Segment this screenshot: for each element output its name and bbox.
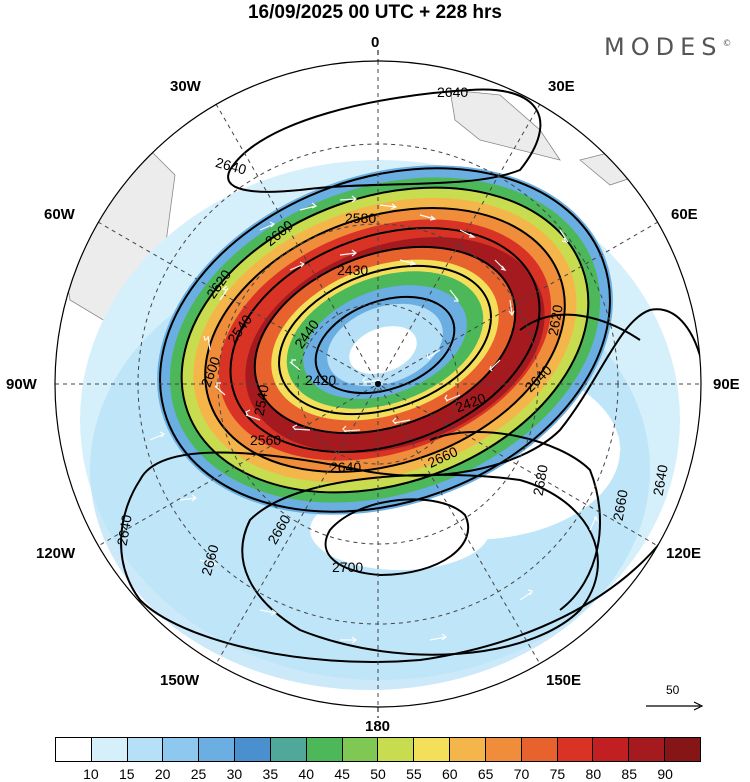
colorbar-swatch bbox=[199, 738, 236, 761]
lon-label-150w: 150W bbox=[160, 672, 200, 689]
land-africa bbox=[449, 89, 561, 161]
colorbar-tick-label: 30 bbox=[226, 766, 243, 782]
brand-logo: MODES© bbox=[604, 33, 731, 61]
colorbar-tick-label: 35 bbox=[262, 766, 279, 782]
colorbar-tick-label: 20 bbox=[154, 766, 171, 782]
contour-label: 2540 bbox=[251, 383, 272, 417]
lon-label-0: 0 bbox=[371, 34, 380, 51]
contour-label: 2580 bbox=[345, 210, 376, 226]
contour-label: 2560 bbox=[250, 432, 281, 448]
lon-label-120w: 120W bbox=[36, 545, 76, 562]
lon-label-30e: 30E bbox=[548, 78, 575, 95]
contour-label: 2640 bbox=[114, 513, 135, 547]
contour-label: 2640 bbox=[214, 154, 248, 178]
colorbar-tick-label: 60 bbox=[441, 766, 458, 782]
lon-label-60w: 60W bbox=[44, 206, 75, 223]
colorbar-swatch bbox=[629, 738, 666, 761]
colorbar-tick-label: 90 bbox=[657, 766, 673, 782]
colorbar-swatch bbox=[235, 738, 271, 761]
lon-label-180: 180 bbox=[365, 718, 391, 735]
colorbar-swatch bbox=[306, 738, 343, 761]
lon-label-30w: 30W bbox=[170, 78, 201, 95]
contour-label: 2660 bbox=[610, 488, 631, 522]
colorbar-tick-label: 85 bbox=[621, 766, 638, 782]
colorbar-swatch bbox=[163, 738, 200, 761]
lon-label-60e: 60E bbox=[671, 206, 698, 223]
contour-label: 2700 bbox=[332, 559, 363, 575]
colorbar-tick-label: 25 bbox=[190, 766, 207, 782]
colorbar-swatch bbox=[450, 738, 486, 761]
colorbar-tick-label: 50 bbox=[370, 766, 386, 782]
reference-vector: 50 bbox=[646, 683, 706, 713]
contour-label: 2680 bbox=[530, 463, 551, 497]
colorbar-swatch bbox=[593, 738, 630, 761]
colorbar-swatch bbox=[378, 738, 415, 761]
colorbar-tick-label: 75 bbox=[549, 766, 566, 782]
wind-vectors bbox=[119, 118, 649, 644]
contour-label: 2430 bbox=[337, 262, 368, 278]
map-title: 16/09/2025 00 UTC + 228 hrs bbox=[247, 2, 503, 23]
contour-label: 2420 bbox=[305, 372, 336, 388]
lon-label-90e: 90E bbox=[713, 376, 740, 393]
contour-label: 2620 bbox=[545, 303, 566, 337]
colorbar-swatch bbox=[127, 738, 164, 761]
colorbar-tick-label: 55 bbox=[406, 766, 422, 782]
contour-label: 2640 bbox=[330, 459, 361, 475]
lon-label-120e: 120E bbox=[666, 545, 702, 562]
colorbar-swatch bbox=[342, 738, 379, 761]
colorbar-swatch bbox=[414, 738, 451, 761]
colorbar-tick-label: 70 bbox=[513, 766, 530, 782]
colorbar-tick-label: 65 bbox=[477, 766, 494, 782]
colorbar-swatch bbox=[665, 738, 700, 761]
contour-label: 2660 bbox=[198, 543, 222, 577]
colorbar-swatch bbox=[56, 738, 92, 761]
colorbar-tick-label: 45 bbox=[334, 766, 350, 782]
colorbar bbox=[55, 737, 701, 762]
brand-mark: © bbox=[722, 39, 732, 49]
colorbar-ticks: 10 15 20 25 30 35 40 45 50 55 60 65 70 75 80 85 90 bbox=[55, 766, 701, 782]
colorbar-tick-label: 80 bbox=[585, 766, 602, 782]
colorbar-swatch bbox=[270, 738, 307, 761]
colorbar-swatch bbox=[557, 738, 594, 761]
colorbar-swatch bbox=[485, 738, 522, 761]
contour-label: 2640 bbox=[650, 463, 671, 497]
contour-label: 2640 bbox=[437, 84, 468, 100]
colorbar-tick-label: 40 bbox=[298, 766, 315, 782]
reference-vector-label: 50 bbox=[666, 683, 680, 697]
brand-name: MODES bbox=[604, 33, 723, 61]
colorbar-tick-label: 15 bbox=[118, 766, 135, 782]
lon-label-90w: 90W bbox=[6, 376, 37, 393]
colorbar-tick-label: 10 bbox=[83, 766, 99, 782]
colorbar-swatch bbox=[521, 738, 558, 761]
colorbar-swatch bbox=[91, 738, 128, 761]
lon-label-150e: 150E bbox=[546, 672, 582, 689]
